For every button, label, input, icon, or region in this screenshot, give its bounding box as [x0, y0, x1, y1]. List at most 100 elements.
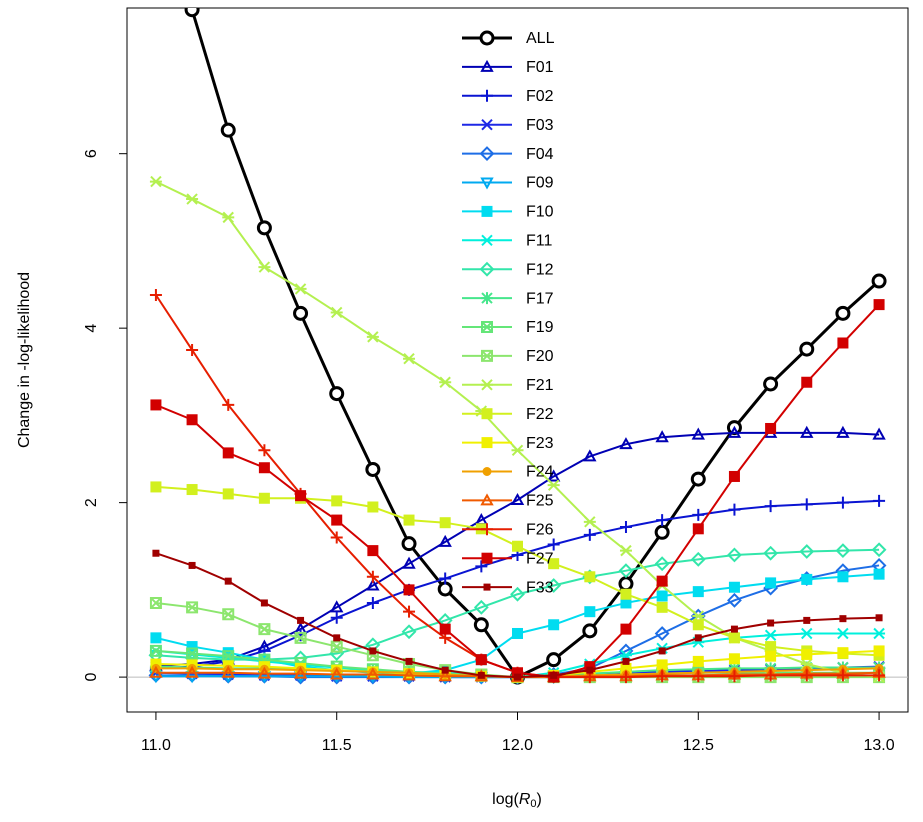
marker — [220, 122, 236, 138]
legend-label: F21 — [526, 377, 554, 394]
marker — [547, 479, 560, 491]
marker — [873, 669, 886, 682]
marker — [618, 576, 634, 592]
marker — [690, 551, 706, 567]
marker — [258, 623, 271, 636]
marker — [333, 634, 341, 642]
marker — [369, 647, 377, 655]
marker — [401, 624, 417, 640]
marker — [871, 273, 887, 289]
marker — [475, 654, 487, 666]
marker — [620, 588, 632, 600]
y-axis-label: Change in -log-likelihood — [16, 272, 33, 448]
x-tick-label: 12.5 — [683, 737, 714, 754]
marker — [479, 146, 495, 162]
marker — [765, 650, 777, 662]
marker — [622, 657, 630, 665]
marker — [546, 469, 561, 482]
y-tick-label: 0 — [83, 673, 100, 682]
marker — [656, 514, 669, 527]
marker — [403, 584, 415, 596]
marker — [401, 536, 417, 552]
marker — [511, 444, 524, 456]
marker — [330, 600, 344, 613]
marker — [186, 193, 199, 205]
marker — [329, 386, 345, 402]
marker — [222, 211, 235, 224]
marker — [583, 449, 597, 462]
marker — [692, 655, 704, 667]
marker — [510, 586, 525, 602]
marker — [837, 571, 849, 583]
marker — [222, 398, 235, 411]
marker — [439, 517, 451, 529]
marker — [473, 599, 489, 615]
marker — [692, 508, 705, 521]
marker — [405, 657, 413, 665]
marker — [222, 488, 234, 500]
marker — [149, 665, 163, 678]
marker — [438, 534, 452, 547]
marker — [481, 205, 493, 217]
marker — [656, 590, 668, 602]
y-tick-label: 4 — [83, 324, 100, 333]
marker — [586, 666, 594, 674]
marker — [835, 543, 851, 559]
marker — [481, 379, 493, 391]
marker — [836, 669, 849, 682]
marker — [546, 652, 562, 668]
marker — [295, 490, 307, 502]
marker — [764, 629, 777, 641]
legend-label: F22 — [526, 406, 554, 423]
series-line — [155, 548, 880, 661]
marker — [620, 597, 632, 609]
marker — [801, 376, 813, 388]
marker — [873, 568, 885, 580]
marker — [692, 523, 704, 535]
marker — [152, 549, 160, 557]
marker — [150, 632, 162, 644]
marker — [727, 425, 742, 438]
legend-label: F27 — [526, 550, 554, 567]
marker — [658, 647, 666, 655]
legend-label: F19 — [526, 319, 554, 336]
legend-label: F11 — [526, 233, 552, 250]
marker — [654, 626, 670, 641]
marker — [184, 8, 200, 18]
marker — [548, 619, 560, 631]
marker — [655, 430, 669, 443]
marker — [799, 341, 815, 357]
marker — [365, 461, 381, 477]
marker — [873, 494, 886, 507]
marker — [873, 299, 885, 311]
marker — [330, 611, 343, 624]
marker — [473, 617, 489, 633]
marker — [510, 492, 525, 506]
x-tick-label: 11.0 — [141, 737, 171, 754]
marker — [188, 561, 196, 569]
marker — [480, 59, 494, 72]
x-tick-label: 13.0 — [864, 737, 895, 754]
marker — [186, 484, 198, 496]
marker — [872, 427, 886, 440]
marker — [258, 261, 271, 273]
marker — [366, 667, 380, 680]
marker — [836, 425, 850, 438]
marker — [366, 570, 379, 583]
marker — [656, 670, 669, 683]
marker — [512, 627, 523, 639]
marker — [402, 556, 416, 569]
marker — [149, 289, 162, 302]
x-label-suffix: ) — [537, 791, 542, 808]
marker — [366, 578, 380, 591]
x-tick-label: 12.0 — [502, 737, 533, 754]
marker — [330, 640, 343, 653]
marker — [330, 667, 344, 680]
marker — [801, 573, 813, 585]
marker — [479, 30, 495, 46]
y-tick-label: 2 — [83, 498, 100, 507]
marker — [546, 578, 562, 593]
marker — [403, 514, 415, 526]
marker — [583, 528, 596, 541]
